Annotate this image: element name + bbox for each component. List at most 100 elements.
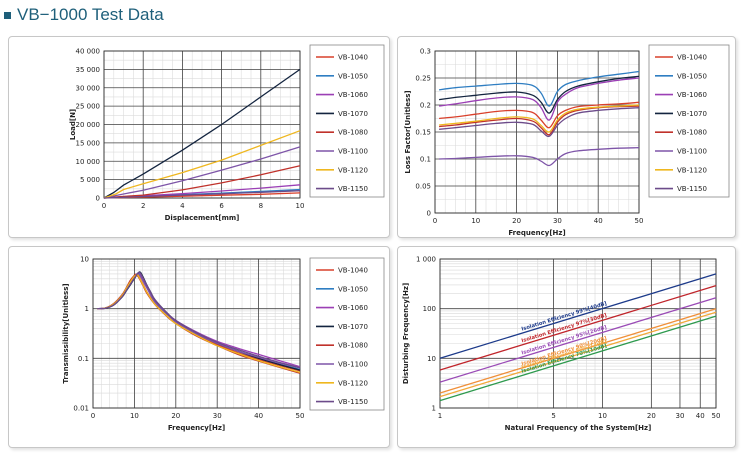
header-square-icon (4, 11, 11, 19)
series-line-isolation-efficiency-70-10db (439, 315, 717, 402)
legend-box (309, 257, 385, 411)
series-line-isolation-efficiency-95-26db (439, 297, 717, 383)
x-tick-label: 10 (296, 202, 305, 210)
series-line-vb-1150 (97, 271, 301, 369)
series-line-vb-1050 (439, 70, 640, 107)
y-tick-label: 20 000 (76, 121, 101, 129)
y-tick-label: 0.25 (415, 75, 431, 83)
x-tick-label: 50 (296, 412, 305, 420)
y-tick-label: 35 000 (76, 66, 101, 74)
y-axis-label: Transmissibility[Unitless] (62, 283, 70, 383)
load-displacement-panel: 0 2 4 6 8 10 0 5 000 10 000 15 000 20 000 25 000 30 … (8, 36, 390, 238)
y-tick-label: 0 (427, 210, 431, 218)
x-tick-label: 10 (471, 217, 480, 225)
series-line-vb-1040 (439, 101, 640, 129)
legend-label-vb-1120: VB-1120 (677, 166, 707, 174)
x-tick-label: 40 (594, 217, 603, 225)
series-line-vb-1120 (103, 130, 301, 199)
series-line-vb-1150 (103, 190, 301, 199)
x-tick-label: 20 (647, 412, 656, 420)
legend-label-vb-1150: VB-1150 (338, 185, 368, 193)
legend-label-vb-1080: VB-1080 (677, 129, 707, 137)
series-line-isolation-efficiency-90-20db (439, 308, 717, 394)
legend-label-vb-1100: VB-1100 (677, 148, 707, 156)
y-tick-label: 0.01 (73, 405, 89, 413)
y-tick-label: 0.15 (415, 129, 431, 137)
y-tick-label: 1 (432, 405, 436, 413)
minor-grid (440, 259, 716, 408)
x-axis-label: Natural Frequency of the System[Hz] (505, 424, 652, 432)
legend-label-vb-1040: VB-1040 (338, 267, 368, 275)
legend-label-vb-1040: VB-1040 (677, 54, 707, 62)
plot-border (439, 258, 717, 409)
transmissibility-panel: 0 10 20 30 40 50 0.01 0.1 1 10 Frequency[Hz] Transm… (8, 246, 390, 448)
x-tick-label: 10 (598, 412, 607, 420)
y-tick-label: 100 (423, 305, 436, 313)
plot-border (103, 50, 301, 199)
series-line-vb-1070 (103, 68, 301, 199)
page-header: VB−1000 Test Data (4, 4, 164, 26)
y-tick-label: 10 (427, 355, 436, 363)
x-tick-label: 40 (254, 412, 263, 420)
series-line-isolation-efficiency-97-30db (439, 284, 717, 371)
legend-label-vb-1070: VB-1070 (677, 110, 707, 118)
transmissibility-chart: 0 10 20 30 40 50 0.01 0.1 1 10 Frequency[Hz] Transm… (62, 256, 385, 432)
legend-label-vb-1050: VB-1050 (338, 72, 368, 80)
loss-factor-panel: 0 10 20 30 40 50 0 0.05 0.1 0.15 0.2 0.25 0.3 Frequen… (397, 36, 736, 238)
legend-label-vb-1060: VB-1060 (677, 91, 707, 99)
series-line-vb-1100 (103, 146, 301, 199)
x-tick-label: 50 (635, 217, 644, 225)
legend-label-vb-1040: VB-1040 (338, 54, 368, 62)
x-axis-label: Frequency[Hz] (508, 229, 565, 237)
series-line-vb-1120 (439, 104, 640, 133)
page-title: VB−1000 Test Data (17, 5, 164, 24)
legend-label-vb-1100: VB-1100 (338, 148, 368, 156)
legend-label-vb-1120: VB-1120 (338, 166, 368, 174)
y-tick-label: 1 (85, 305, 89, 313)
legend-box (309, 44, 385, 198)
legend-label-vb-1120: VB-1120 (338, 379, 368, 387)
isolation-efficiency-panel: 1 5 10 20 30 40 50 1 10 100 1 000 Natural Frequency… (397, 246, 736, 448)
x-axis-label: Displacement[mm] (165, 214, 240, 222)
isolation-efficiency-chart: 1 5 10 20 30 40 50 1 10 100 1 000 Natural Frequency… (402, 256, 721, 433)
x-tick-label: 1 (438, 412, 442, 420)
series-line-vb-1060 (439, 77, 640, 121)
y-axis-label: Loss Factor[Unitless] (404, 90, 412, 173)
x-tick-label: 2 (141, 202, 145, 210)
x-tick-label: 0 (91, 412, 95, 420)
y-tick-label: 10 000 (76, 158, 101, 166)
legend-label-vb-1050: VB-1050 (338, 285, 368, 293)
series-line-vb-1100 (439, 147, 640, 167)
legend-label-vb-1060: VB-1060 (338, 91, 368, 99)
legend-label-vb-1150: VB-1150 (338, 398, 368, 406)
y-tick-label: 0 (96, 195, 100, 203)
legend-label-vb-1070: VB-1070 (338, 110, 368, 118)
series-line-vb-1070 (439, 75, 640, 114)
x-tick-label: 0 (433, 217, 437, 225)
y-tick-label: 5 000 (80, 176, 100, 184)
y-tick-label: 10 (80, 256, 89, 264)
x-tick-label: 50 (712, 412, 721, 420)
y-tick-label: 0.2 (420, 102, 431, 110)
series-line-vb-1120 (97, 274, 301, 374)
series-line-isolation-efficiency-80-14db (439, 311, 717, 398)
legend-label-vb-1150: VB-1150 (677, 185, 707, 193)
y-tick-label: 0.1 (78, 355, 89, 363)
series-line-isolation-efficiency-99-40db (439, 273, 717, 359)
x-tick-label: 6 (219, 202, 224, 210)
legend-label-vb-1100: VB-1100 (338, 361, 368, 369)
y-axis-label: Disturbing Frequency[Hz] (402, 283, 410, 384)
y-tick-label: 0.3 (420, 48, 431, 56)
load-displacement-chart: 0 2 4 6 8 10 0 5 000 10 000 15 000 20 000 25 000 30 … (69, 44, 385, 222)
series-line-vb-1080 (103, 165, 301, 199)
x-tick-label: 30 (553, 217, 562, 225)
x-tick-label: 5 (551, 412, 555, 420)
x-tick-label: 20 (171, 412, 180, 420)
x-tick-label: 8 (259, 202, 263, 210)
x-tick-label: 20 (512, 217, 521, 225)
loss-factor-chart: 0 10 20 30 40 50 0 0.05 0.1 0.15 0.2 0.25 0.3 Frequen… (404, 44, 730, 237)
legend-label-vb-1080: VB-1080 (338, 129, 368, 137)
x-tick-label: 30 (675, 412, 684, 420)
legend-label-vb-1080: VB-1080 (338, 342, 368, 350)
legend-label-vb-1070: VB-1070 (338, 323, 368, 331)
